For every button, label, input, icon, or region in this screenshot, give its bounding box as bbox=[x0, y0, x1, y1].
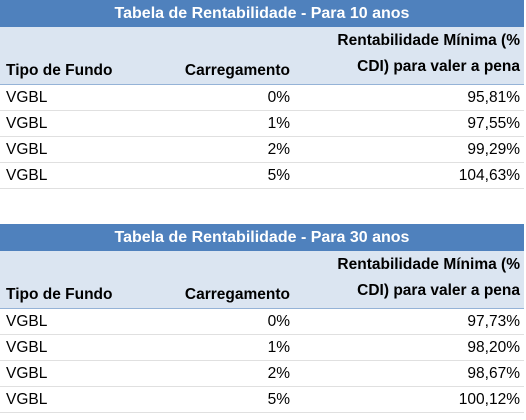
cell-tipo-de-fundo: VGBL bbox=[6, 141, 48, 158]
cell-tipo-de-fundo: VGBL bbox=[6, 365, 48, 382]
table-row: VGBL 2% 98,67% bbox=[0, 361, 524, 387]
table-row: VGBL 1% 97,55% bbox=[0, 111, 524, 137]
table-row: VGBL 2% 99,29% bbox=[0, 137, 524, 163]
cell-tipo-de-fundo: VGBL bbox=[6, 115, 48, 132]
cell-tipo-de-fundo: VGBL bbox=[6, 89, 48, 106]
cell-rentabilidade: 104,63% bbox=[458, 167, 520, 184]
table-title: Tabela de Rentabilidade - Para 30 anos bbox=[0, 224, 524, 251]
cell-carregamento: 2% bbox=[267, 141, 290, 158]
cell-carregamento: 0% bbox=[267, 89, 290, 106]
header-rentabilidade-line-1: Rentabilidade Mínima (% bbox=[337, 32, 520, 49]
rentability-table-30-years: Tabela de Rentabilidade - Para 30 anos T… bbox=[0, 224, 524, 413]
cell-carregamento: 1% bbox=[267, 339, 290, 356]
header-rentabilidade-minima: Rentabilidade Mínima (% CDI) para valer … bbox=[296, 27, 524, 84]
header-rentabilidade-line-1: Rentabilidade Mínima (% bbox=[337, 256, 520, 273]
cell-carregamento: 5% bbox=[267, 167, 290, 184]
header-rentabilidade-minima: Rentabilidade Mínima (% CDI) para valer … bbox=[296, 251, 524, 308]
cell-carregamento: 2% bbox=[267, 365, 290, 382]
cell-tipo-de-fundo: VGBL bbox=[6, 391, 48, 408]
cell-rentabilidade: 100,12% bbox=[458, 391, 520, 408]
cell-carregamento: 0% bbox=[267, 313, 290, 330]
header-rentabilidade-line-2: CDI) para valer a pena bbox=[357, 282, 520, 299]
cell-rentabilidade: 98,20% bbox=[467, 339, 520, 356]
cell-tipo-de-fundo: VGBL bbox=[6, 167, 48, 184]
cell-rentabilidade: 95,81% bbox=[467, 89, 520, 106]
table-row: VGBL 1% 98,20% bbox=[0, 335, 524, 361]
cell-rentabilidade: 99,29% bbox=[467, 141, 520, 158]
cell-carregamento: 5% bbox=[267, 391, 290, 408]
cell-carregamento: 1% bbox=[267, 115, 290, 132]
table-row: VGBL 5% 100,12% bbox=[0, 387, 524, 413]
table-row: VGBL 0% 95,81% bbox=[0, 85, 524, 111]
header-carregamento: Carregamento bbox=[184, 62, 290, 79]
header-tipo-de-fundo: Tipo de Fundo bbox=[6, 286, 113, 303]
header-tipo-de-fundo: Tipo de Fundo bbox=[6, 62, 113, 79]
cell-rentabilidade: 97,55% bbox=[467, 115, 520, 132]
table-header-row: Tipo de Fundo Carregamento Rentabilidade… bbox=[0, 251, 524, 309]
cell-tipo-de-fundo: VGBL bbox=[6, 339, 48, 356]
table-header-row: Tipo de Fundo Carregamento Rentabilidade… bbox=[0, 27, 524, 85]
header-rentabilidade-line-2: CDI) para valer a pena bbox=[357, 58, 520, 75]
table-row: VGBL 5% 104,63% bbox=[0, 163, 524, 189]
table-row: VGBL 0% 97,73% bbox=[0, 309, 524, 335]
header-carregamento: Carregamento bbox=[184, 286, 290, 303]
cell-rentabilidade: 97,73% bbox=[467, 313, 520, 330]
cell-tipo-de-fundo: VGBL bbox=[6, 313, 48, 330]
cell-rentabilidade: 98,67% bbox=[467, 365, 520, 382]
rentability-table-10-years: Tabela de Rentabilidade - Para 10 anos T… bbox=[0, 0, 524, 189]
table-title: Tabela de Rentabilidade - Para 10 anos bbox=[0, 0, 524, 27]
